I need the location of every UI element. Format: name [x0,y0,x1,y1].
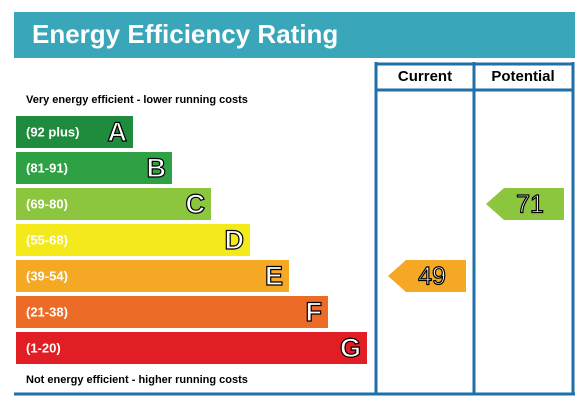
band-bar [16,332,367,364]
band-bar [16,116,133,148]
band-letter: A [108,117,128,147]
band-bar [16,224,250,256]
band-letter: F [306,297,323,327]
column-header: Potential [491,68,554,85]
rating-value: 71 [516,191,544,219]
rating-arrow [388,260,466,292]
bottom-note: Not energy efficient - higher running co… [26,374,248,386]
band-letter: B [147,153,167,183]
band-range: (81-91) [26,160,68,175]
band-bar [16,260,289,292]
title: Energy Efficiency Rating [32,19,338,49]
band-range: (21-38) [26,304,68,319]
band-letter: C [186,189,206,219]
band-range: (39-54) [26,268,68,283]
band-range: (92 plus) [26,124,79,139]
band-range: (55-68) [26,232,68,247]
band-letter: G [340,333,361,363]
band-bar [16,152,172,184]
band-range: (69-80) [26,196,68,211]
band-bar [16,296,328,328]
band-bar [16,188,211,220]
frame [14,62,575,396]
title-bar [14,12,575,58]
band-letter: E [265,261,283,291]
band-letter: D [225,225,245,255]
column-header: Current [398,68,452,85]
band-range: (1-20) [26,340,61,355]
rating-arrow [486,188,564,220]
rating-value: 49 [418,263,446,291]
top-note: Very energy efficient - lower running co… [26,94,248,106]
